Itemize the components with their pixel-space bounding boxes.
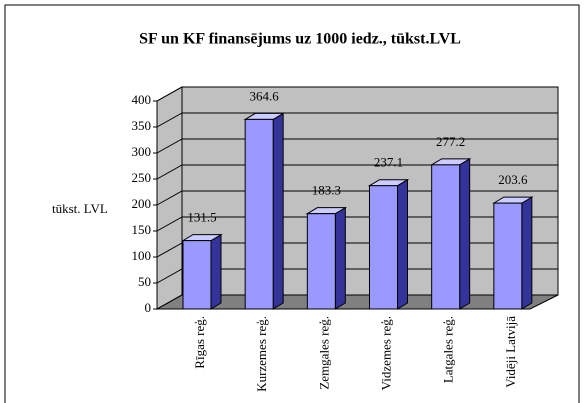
bar	[431, 164, 461, 310]
bar-side	[210, 233, 222, 310]
grid-line	[156, 112, 558, 128]
x-tick-label: Zemgales reģ.	[316, 316, 331, 390]
bar	[369, 185, 398, 310]
y-tick-label: 250	[132, 170, 152, 185]
value-label: 203.6	[498, 172, 528, 187]
grid-line	[156, 138, 558, 154]
y-tick-label: 50	[138, 274, 151, 289]
x-tick-label: Latgales reģ.	[441, 316, 456, 383]
x-tick-label: Vidēji Latvijā	[503, 316, 518, 388]
bar	[244, 118, 274, 310]
chart-title: SF un KF finansējums uz 1000 iedz., tūks…	[139, 31, 461, 48]
bar	[493, 202, 523, 310]
bar-side	[334, 206, 346, 310]
value-label: 237.1	[374, 155, 403, 170]
value-label: 277.2	[436, 134, 465, 149]
y-tick-label: 400	[132, 92, 152, 107]
bar	[182, 240, 212, 310]
x-tick-label: Rīgas reģ.	[192, 316, 207, 369]
y-tick-label: 200	[132, 196, 152, 211]
y-tick-label: 100	[132, 248, 152, 263]
bar-side	[397, 178, 408, 310]
value-label: 183.3	[312, 183, 341, 198]
bar-side	[272, 112, 284, 310]
grid-line	[156, 86, 558, 102]
bar-side	[459, 157, 471, 310]
x-tick-label: Kurzemes reģ.	[254, 316, 269, 392]
y-tick-label: 150	[132, 222, 152, 237]
value-label: 364.6	[250, 88, 280, 103]
x-tick-label: Vidzemes reģ.	[378, 316, 393, 390]
bar	[306, 213, 336, 310]
y-tick-label: 350	[132, 118, 152, 133]
value-label: 131.5	[187, 210, 216, 225]
y-tick-label: 0	[145, 300, 152, 315]
y-tick-label: 300	[132, 144, 152, 159]
chart-border	[4, 4, 580, 403]
y-axis-label: tūkst. LVL	[52, 201, 108, 216]
bar-side	[521, 196, 533, 310]
